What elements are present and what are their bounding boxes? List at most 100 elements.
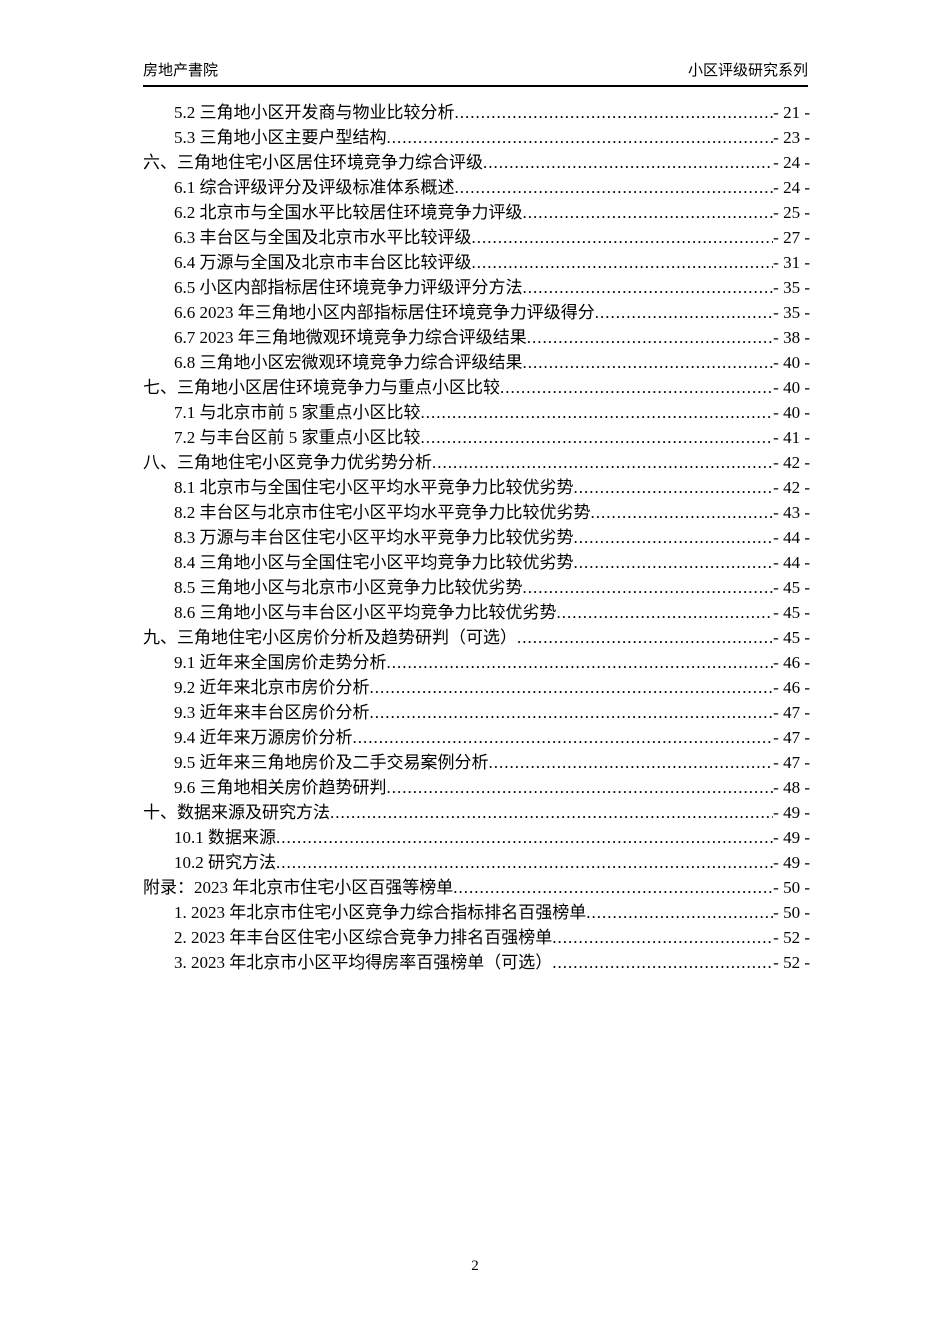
dot-leader (574, 475, 774, 500)
dot-leader (370, 700, 774, 725)
toc-entry-label: 七、三角地小区居住环境竞争力与重点小区比较 (143, 378, 500, 397)
toc-entry-label: 6.7 2023 年三角地微观环境竞争力综合评级结果 (174, 328, 527, 347)
toc-entry: 八、三角地住宅小区竞争力优劣势分析 - 42 - (143, 450, 810, 475)
toc-entry-label: 8.1 北京市与全国住宅小区平均水平竞争力比较优劣势 (174, 478, 574, 497)
header-left-text: 房地产書院 (143, 62, 219, 79)
dot-leader (574, 550, 774, 575)
toc-entry-label: 6.5 小区内部指标居住环境竞争力评级评分方法 (174, 278, 523, 297)
toc-entry-label: 6.6 2023 年三角地小区内部指标居住环境竞争力评级得分 (174, 303, 595, 322)
toc-entry-page: - 47 - (773, 728, 810, 747)
toc-entry: 9.2 近年来北京市房价分析 - 46 - (143, 675, 810, 700)
toc-entry: 5.2 三角地小区开发商与物业比较分析 - 21 - (143, 100, 810, 125)
toc-entry-label: 5.2 三角地小区开发商与物业比较分析 (174, 103, 455, 122)
toc-entry: 7.1 与北京市前 5 家重点小区比较 - 40 - (143, 400, 810, 425)
dot-leader (276, 825, 773, 850)
toc-entry-label: 6.8 三角地小区宏微观环境竞争力综合评级结果 (174, 353, 523, 372)
dot-leader (523, 275, 774, 300)
dot-leader (527, 325, 773, 350)
dot-leader (552, 950, 773, 975)
toc-entry-label: 九、三角地住宅小区房价分析及趋势研判（可选） (143, 628, 517, 647)
toc-entry-page: - 44 - (773, 528, 810, 547)
toc-entry: 6.6 2023 年三角地小区内部指标居住环境竞争力评级得分 - 35 - (143, 300, 810, 325)
toc-entry: 8.5 三角地小区与北京市小区竞争力比较优劣势 - 45 - (143, 575, 810, 600)
toc-entry-page: - 52 - (773, 953, 810, 972)
toc-entry-page: - 40 - (773, 378, 810, 397)
toc-list: 5.2 三角地小区开发商与物业比较分析 - 21 - 5.3 三角地小区主要户型结构… (143, 100, 810, 975)
toc-entry-page: - 40 - (773, 353, 810, 372)
toc-entry-page: - 48 - (773, 778, 810, 797)
toc-entry: 9.1 近年来全国房价走势分析 - 46 - (143, 650, 810, 675)
dot-leader (595, 300, 773, 325)
toc-entry-label: 8.5 三角地小区与北京市小区竞争力比较优劣势 (174, 578, 523, 597)
toc-entry-label: 10.1 数据来源 (174, 828, 276, 847)
toc-entry-label: 9.5 近年来三角地房价及二手交易案例分析 (174, 753, 489, 772)
toc-entry-label: 八、三角地住宅小区竞争力优劣势分析 (143, 453, 432, 472)
toc-entry-page: - 43 - (773, 503, 810, 522)
toc-entry-page: - 21 - (773, 103, 810, 122)
dot-leader (421, 400, 774, 425)
toc-entry: 七、三角地小区居住环境竞争力与重点小区比较 - 40 - (143, 375, 810, 400)
dot-leader (353, 725, 774, 750)
toc-entry-label: 6.3 丰台区与全国及北京市水平比较评级 (174, 228, 472, 247)
toc-entry: 8.4 三角地小区与全国住宅小区平均竞争力比较优劣势 - 44 - (143, 550, 810, 575)
toc-entry: 6.4 万源与全国及北京市丰台区比较评级 - 31 - (143, 250, 810, 275)
toc-entry-label: 8.2 丰台区与北京市住宅小区平均水平竞争力比较优劣势 (174, 503, 591, 522)
toc-entry-label: 9.6 三角地相关房价趋势研判 (174, 778, 387, 797)
toc-entry-page: - 38 - (773, 328, 810, 347)
toc-entry-page: - 52 - (773, 928, 810, 947)
toc-entry-page: - 46 - (773, 653, 810, 672)
toc-entry: 8.2 丰台区与北京市住宅小区平均水平竞争力比较优劣势 - 43 - (143, 500, 810, 525)
toc-entry-page: - 49 - (773, 828, 810, 847)
toc-entry-label: 8.6 三角地小区与丰台区小区平均竞争力比较优劣势 (174, 603, 557, 622)
header-right-text: 小区评级研究系列 (687, 62, 808, 79)
toc-entry: 8.3 万源与丰台区住宅小区平均水平竞争力比较优劣势 - 44 - (143, 525, 810, 550)
toc-entry-label: 10.2 研究方法 (174, 853, 276, 872)
toc-entry-label: 1. 2023 年北京市住宅小区竞争力综合指标排名百强榜单 (174, 903, 587, 922)
dot-leader (523, 200, 774, 225)
dot-leader (387, 125, 774, 150)
toc-entry-page: - 50 - (773, 878, 810, 897)
toc-entry-label: 9.3 近年来丰台区房价分析 (174, 703, 370, 722)
toc-entry-page: - 35 - (773, 278, 810, 297)
toc-entry: 9.6 三角地相关房价趋势研判 - 48 - (143, 775, 810, 800)
toc-entry-page: - 44 - (773, 553, 810, 572)
toc-entry-page: - 47 - (773, 753, 810, 772)
toc-entry: 6.5 小区内部指标居住环境竞争力评级评分方法 - 35 - (143, 275, 810, 300)
toc-entry-label: 3. 2023 年北京市小区平均得房率百强榜单（可选） (174, 953, 553, 972)
toc-entry: 9.3 近年来丰台区房价分析 - 47 - (143, 700, 810, 725)
toc-entry-page: - 23 - (773, 128, 810, 147)
toc-entry: 6.2 北京市与全国水平比较居住环境竞争力评级 - 25 - (143, 200, 810, 225)
dot-leader (472, 225, 774, 250)
toc-entry-page: - 46 - (773, 678, 810, 697)
toc-entry: 1. 2023 年北京市住宅小区竞争力综合指标排名百强榜单 - 50 - (143, 900, 810, 925)
toc-entry: 7.2 与丰台区前 5 家重点小区比较 - 41 - (143, 425, 810, 450)
toc-entry-page: - 24 - (773, 178, 810, 197)
toc-entry: 5.3 三角地小区主要户型结构 - 23 - (143, 125, 810, 150)
dot-leader (453, 875, 773, 900)
dot-leader (557, 600, 774, 625)
dot-leader (586, 900, 773, 925)
toc-entry-page: - 45 - (773, 628, 810, 647)
toc-entry-label: 2. 2023 年丰台区住宅小区综合竞争力排名百强榜单 (174, 928, 553, 947)
toc-entry: 九、三角地住宅小区房价分析及趋势研判（可选） - 45 - (143, 625, 810, 650)
toc-entry: 8.1 北京市与全国住宅小区平均水平竞争力比较优劣势 - 42 - (143, 475, 810, 500)
toc-entry-label: 六、三角地住宅小区居住环境竞争力综合评级 (143, 153, 483, 172)
toc-entry-label: 8.4 三角地小区与全国住宅小区平均竞争力比较优劣势 (174, 553, 574, 572)
page-footer: 2 (0, 1258, 950, 1275)
dot-leader (489, 750, 774, 775)
dot-leader (517, 625, 773, 650)
toc-entry-page: - 42 - (773, 478, 810, 497)
toc-entry: 6.7 2023 年三角地微观环境竞争力综合评级结果 - 38 - (143, 325, 810, 350)
dot-leader (591, 500, 774, 525)
toc-entry: 十、数据来源及研究方法 - 49 - (143, 800, 810, 825)
toc-entry: 10.2 研究方法 - 49 - (143, 850, 810, 875)
toc-entry: 6.3 丰台区与全国及北京市水平比较评级 - 27 - (143, 225, 810, 250)
toc-entry: 9.5 近年来三角地房价及二手交易案例分析 - 47 - (143, 750, 810, 775)
toc-entry: 2. 2023 年丰台区住宅小区综合竞争力排名百强榜单 - 52 - (143, 925, 810, 950)
toc-entry-label: 9.2 近年来北京市房价分析 (174, 678, 370, 697)
toc-entry-page: - 49 - (773, 803, 810, 822)
toc-entry-page: - 24 - (773, 153, 810, 172)
toc-entry-page: - 41 - (773, 428, 810, 447)
dot-leader (276, 850, 773, 875)
